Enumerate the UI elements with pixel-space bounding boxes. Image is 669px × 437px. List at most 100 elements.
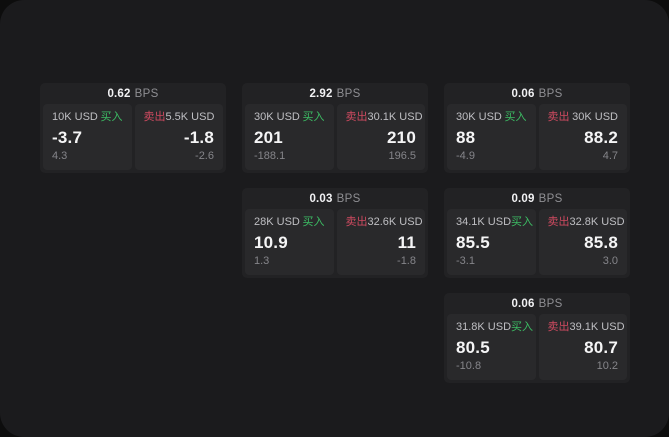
quote-panels: 34.1K USD 买入 85.5 -3.1 卖出 32.8K USD 85.8… bbox=[444, 209, 630, 278]
quote-card: 0.09 BPS 34.1K USD 买入 85.5 -3.1 卖出 32.8K… bbox=[444, 188, 630, 278]
buy-label: 买入 bbox=[302, 216, 325, 228]
buy-sub-value: 1.3 bbox=[254, 255, 270, 267]
buy-panel[interactable]: 10K USD 买入 -3.7 4.3 bbox=[43, 104, 132, 170]
quote-card: 0.62 BPS 10K USD 买入 -3.7 4.3 卖出 5.5K USD… bbox=[40, 83, 226, 173]
sell-label: 卖出 bbox=[143, 111, 166, 123]
sell-panel-top-row: 卖出 39.1K USD bbox=[547, 321, 625, 334]
quote-card: 0.06 BPS 30K USD 买入 88 -4.9 卖出 30K USD 8… bbox=[444, 83, 630, 173]
bps-value: 0.62 bbox=[107, 87, 131, 100]
buy-price: 10.9 bbox=[254, 232, 288, 252]
buy-sub-value: -10.8 bbox=[456, 360, 482, 372]
buy-sub-value: -188.1 bbox=[254, 150, 286, 162]
bps-unit-label: BPS bbox=[134, 87, 159, 100]
card-header: 0.06 BPS bbox=[444, 83, 630, 104]
buy-panel[interactable]: 31.8K USD 买入 80.5 -10.8 bbox=[447, 314, 536, 380]
sell-amount: 5.5K USD bbox=[165, 111, 215, 123]
card-header: 0.03 BPS bbox=[242, 188, 428, 209]
buy-panel[interactable]: 30K USD 买入 88 -4.9 bbox=[447, 104, 536, 170]
buy-price: 80.5 bbox=[456, 337, 490, 357]
buy-amount: 31.8K USD bbox=[456, 321, 512, 333]
buy-price: 201 bbox=[254, 127, 283, 147]
sell-panel-top-row: 卖出 32.8K USD bbox=[547, 216, 625, 229]
card-header: 2.92 BPS bbox=[242, 83, 428, 104]
buy-label: 买入 bbox=[511, 321, 534, 333]
card-header: 0.06 BPS bbox=[444, 293, 630, 314]
buy-panel-top-row: 30K USD 买入 bbox=[456, 111, 527, 124]
sell-label: 卖出 bbox=[345, 216, 368, 228]
sell-sub-value: 4.7 bbox=[602, 150, 618, 162]
buy-panel-top-row: 10K USD 买入 bbox=[52, 111, 123, 124]
quote-panels: 30K USD 买入 88 -4.9 卖出 30K USD 88.2 4.7 bbox=[444, 104, 630, 173]
bps-value: 0.03 bbox=[309, 192, 333, 205]
sell-price: -1.8 bbox=[183, 127, 214, 147]
sell-price: 210 bbox=[387, 127, 416, 147]
sell-label: 卖出 bbox=[547, 111, 570, 123]
buy-sub-value: -3.1 bbox=[456, 255, 475, 267]
sell-label: 卖出 bbox=[547, 216, 570, 228]
quote-card: 0.03 BPS 28K USD 买入 10.9 1.3 卖出 32.6K US… bbox=[242, 188, 428, 278]
buy-label: 买入 bbox=[100, 111, 123, 123]
bps-value: 2.92 bbox=[309, 87, 333, 100]
buy-panel-top-row: 34.1K USD 买入 bbox=[456, 216, 533, 229]
buy-panel[interactable]: 28K USD 买入 10.9 1.3 bbox=[245, 209, 334, 275]
sell-sub-value: -1.8 bbox=[397, 255, 416, 267]
card-header: 0.09 BPS bbox=[444, 188, 630, 209]
bps-value: 0.09 bbox=[511, 192, 535, 205]
sell-panel[interactable]: 卖出 32.8K USD 85.8 3.0 bbox=[538, 209, 627, 275]
buy-panel-top-row: 31.8K USD 买入 bbox=[456, 321, 533, 334]
sell-amount: 32.8K USD bbox=[569, 216, 625, 228]
quote-panels: 10K USD 买入 -3.7 4.3 卖出 5.5K USD -1.8 -2.… bbox=[40, 104, 226, 173]
quote-card-grid: 0.62 BPS 10K USD 买入 -3.7 4.3 卖出 5.5K USD… bbox=[40, 83, 630, 383]
buy-panel-top-row: 30K USD 买入 bbox=[254, 111, 325, 124]
bps-unit-label: BPS bbox=[538, 297, 563, 310]
sell-price: 11 bbox=[397, 232, 416, 252]
sell-amount: 32.6K USD bbox=[367, 216, 423, 228]
buy-price: 85.5 bbox=[456, 232, 490, 252]
buy-label: 买入 bbox=[504, 111, 527, 123]
card-header: 0.62 BPS bbox=[40, 83, 226, 104]
sell-sub-value: 196.5 bbox=[388, 150, 416, 162]
sell-sub-value: -2.6 bbox=[195, 150, 214, 162]
sell-sub-value: 10.2 bbox=[596, 360, 618, 372]
quote-card: 2.92 BPS 30K USD 买入 201 -188.1 卖出 30.1K … bbox=[242, 83, 428, 173]
buy-sub-value: 4.3 bbox=[52, 150, 68, 162]
bps-unit-label: BPS bbox=[538, 87, 563, 100]
buy-label: 买入 bbox=[302, 111, 325, 123]
bps-value: 0.06 bbox=[511, 297, 535, 310]
bps-unit-label: BPS bbox=[538, 192, 563, 205]
buy-panel-top-row: 28K USD 买入 bbox=[254, 216, 325, 229]
sell-panel[interactable]: 卖出 5.5K USD -1.8 -2.6 bbox=[134, 104, 223, 170]
buy-amount: 10K USD bbox=[52, 111, 98, 123]
sell-panel[interactable]: 卖出 39.1K USD 80.7 10.2 bbox=[538, 314, 627, 380]
bps-value: 0.06 bbox=[511, 87, 535, 100]
sell-panel-top-row: 卖出 32.6K USD bbox=[345, 216, 423, 229]
quote-panels: 30K USD 买入 201 -188.1 卖出 30.1K USD 210 1… bbox=[242, 104, 428, 173]
buy-panel[interactable]: 34.1K USD 买入 85.5 -3.1 bbox=[447, 209, 536, 275]
buy-price: 88 bbox=[456, 127, 476, 147]
sell-price: 85.8 bbox=[584, 232, 618, 252]
buy-price: -3.7 bbox=[52, 127, 83, 147]
sell-panel[interactable]: 卖出 30.1K USD 210 196.5 bbox=[336, 104, 425, 170]
sell-price: 88.2 bbox=[584, 127, 618, 147]
sell-label: 卖出 bbox=[345, 111, 368, 123]
sell-price: 80.7 bbox=[584, 337, 618, 357]
quote-panels: 28K USD 买入 10.9 1.3 卖出 32.6K USD 11 -1.8 bbox=[242, 209, 428, 278]
sell-label: 卖出 bbox=[547, 321, 570, 333]
sell-amount: 30.1K USD bbox=[367, 111, 423, 123]
sell-panel[interactable]: 卖出 30K USD 88.2 4.7 bbox=[538, 104, 627, 170]
sell-amount: 30K USD bbox=[572, 111, 618, 123]
sell-panel[interactable]: 卖出 32.6K USD 11 -1.8 bbox=[336, 209, 425, 275]
buy-amount: 28K USD bbox=[254, 216, 300, 228]
sell-amount: 39.1K USD bbox=[569, 321, 625, 333]
bps-unit-label: BPS bbox=[336, 87, 361, 100]
sell-panel-top-row: 卖出 5.5K USD bbox=[144, 111, 215, 124]
bps-unit-label: BPS bbox=[336, 192, 361, 205]
buy-panel[interactable]: 30K USD 买入 201 -188.1 bbox=[245, 104, 334, 170]
buy-amount: 34.1K USD bbox=[456, 216, 512, 228]
quote-panels: 31.8K USD 买入 80.5 -10.8 卖出 39.1K USD 80.… bbox=[444, 314, 630, 383]
sell-sub-value: 3.0 bbox=[602, 255, 618, 267]
quote-card: 0.06 BPS 31.8K USD 买入 80.5 -10.8 卖出 39.1… bbox=[444, 293, 630, 383]
buy-label: 买入 bbox=[511, 216, 534, 228]
sell-panel-top-row: 卖出 30.1K USD bbox=[345, 111, 423, 124]
